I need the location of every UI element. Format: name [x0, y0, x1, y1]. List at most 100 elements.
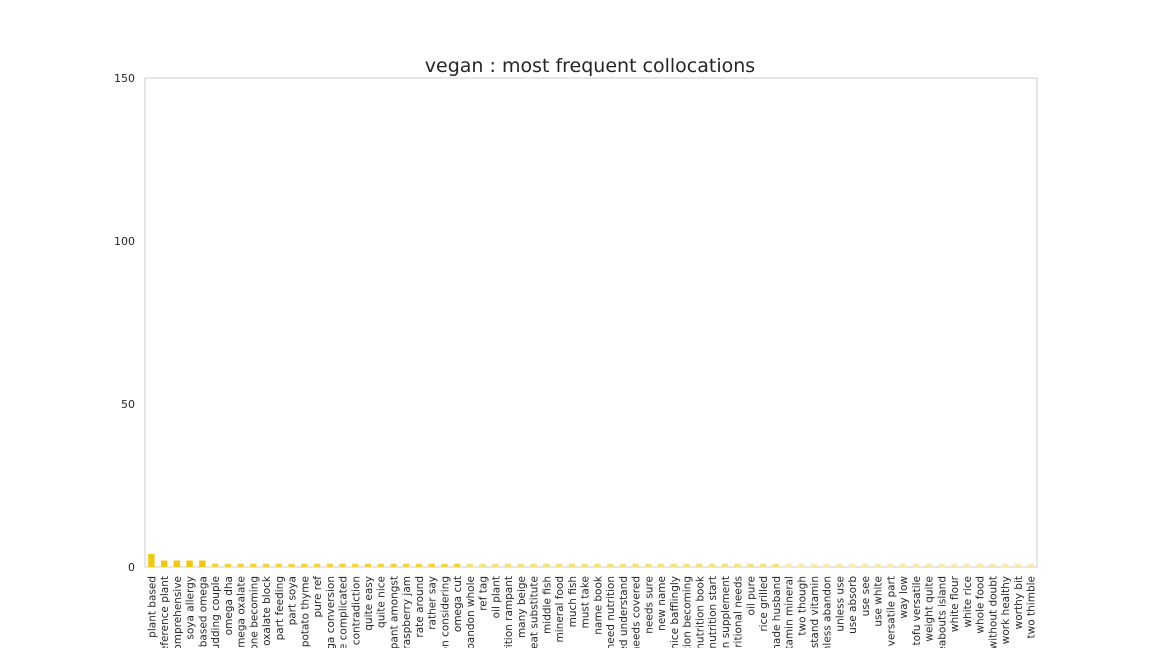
bar — [364, 563, 372, 567]
x-tick-label: ref tag — [478, 576, 490, 611]
x-tick-label: pudding couple — [210, 576, 222, 648]
x-tick-label: part feeding — [274, 576, 286, 640]
x-tick-label: quite nice — [376, 576, 388, 628]
bar — [377, 563, 384, 567]
x-tick-label: ition becoming — [682, 576, 694, 648]
x-tick-label: unless use — [834, 576, 846, 632]
bar — [670, 563, 678, 567]
bar — [950, 563, 958, 567]
bar — [989, 563, 996, 567]
x-tick-label: mpant amongst — [388, 576, 400, 648]
x-tick-label: versatile part — [885, 576, 897, 646]
bar — [555, 563, 563, 567]
bar — [632, 563, 639, 567]
x-tick-label: potato thyme — [299, 576, 311, 647]
bar — [606, 563, 614, 567]
x-tick-label: erstand vitamin — [809, 576, 821, 648]
x-tick-label: whole food — [975, 576, 987, 634]
x-tick-label: e contradiction — [350, 576, 362, 648]
bar — [708, 563, 716, 567]
bar — [912, 563, 920, 567]
bar — [683, 563, 690, 567]
y-tick-label: 150 — [114, 72, 135, 85]
bar — [772, 563, 779, 567]
x-tick-label: nutrition start — [707, 576, 719, 648]
x-tick-label: quite easy — [363, 576, 375, 631]
x-tick-label: worthy bit — [1013, 576, 1025, 629]
bar — [403, 563, 410, 567]
x-tick-label: part soya — [287, 576, 299, 625]
bar — [339, 563, 346, 567]
bar — [849, 563, 856, 567]
x-tick-label: omega oxalate — [236, 576, 248, 648]
x-tick-label: new name — [656, 576, 668, 631]
x-tick-label: use absorb — [847, 576, 859, 634]
x-tick-label: use see — [860, 576, 872, 616]
x-tick-label: oil pure — [745, 576, 757, 615]
bar — [1014, 563, 1022, 567]
x-tick-label: way low — [898, 576, 910, 619]
x-tick-label: omega dha — [223, 576, 235, 635]
x-tick-label: rate around — [414, 576, 426, 638]
y-tick-label: 100 — [114, 235, 135, 248]
x-tick-label: neat substitute — [529, 576, 541, 648]
x-tick-label: middle fish — [541, 576, 553, 634]
x-axis: plant based reference plant comprehensive s… — [146, 575, 1037, 648]
chart-title: vegan : most frequent collocations — [425, 55, 755, 77]
x-tick-label: plant based — [146, 576, 158, 638]
bar — [237, 563, 244, 567]
y-tick-label: 0 — [128, 561, 135, 574]
x-tick-label: made husband — [771, 576, 783, 648]
x-tick-label: eabouts island — [936, 576, 948, 648]
bar — [568, 563, 576, 567]
bar — [428, 563, 435, 567]
x-tick-label: name book — [592, 575, 604, 635]
bar — [504, 563, 512, 567]
x-tick-label: raspberry jam — [401, 576, 413, 648]
x-tick-label: needs covered — [631, 576, 643, 648]
bar — [861, 563, 869, 567]
x-tick-label: nutrition book — [694, 575, 706, 648]
x-tick-label: oil plant — [490, 576, 502, 618]
x-tick-label: nless abandon — [822, 576, 834, 648]
bar — [390, 563, 397, 567]
x-tick-label: pure ref — [312, 576, 324, 618]
bar — [925, 563, 932, 567]
x-tick-label: needs sure — [643, 576, 655, 634]
bar — [785, 563, 792, 567]
x-tick-label: on considering — [439, 576, 451, 648]
x-tick-label: must take — [580, 576, 592, 629]
bar — [696, 563, 703, 567]
x-tick-label: on supplement — [720, 576, 732, 648]
bar — [657, 563, 665, 567]
bar — [747, 563, 754, 567]
x-tick-label: work healthy — [1000, 576, 1012, 644]
bar — [543, 563, 550, 567]
bar — [479, 563, 486, 567]
x-tick-label: white flour — [949, 575, 961, 632]
bar — [1001, 563, 1009, 567]
bar — [199, 560, 206, 567]
bar — [645, 563, 652, 567]
bar — [963, 563, 971, 567]
bar — [352, 563, 359, 567]
bar — [976, 563, 983, 567]
y-tick-label: 50 — [121, 398, 135, 411]
bar — [160, 560, 168, 567]
x-tick-label: need nutrition — [605, 576, 617, 648]
x-tick-label: soya allergy — [185, 576, 197, 640]
plot-area-frame — [144, 77, 1038, 568]
bar — [148, 553, 155, 567]
bar — [250, 563, 257, 567]
x-tick-label: ed understand — [618, 576, 630, 648]
x-tick-label: abandon whole — [465, 576, 477, 648]
x-tick-label: oxalate block — [261, 575, 273, 646]
bar — [581, 563, 588, 567]
bar — [186, 560, 193, 567]
bar — [887, 563, 894, 567]
bar — [900, 563, 907, 567]
bar — [938, 563, 945, 567]
x-tick-label: omega cut — [452, 576, 464, 632]
bar — [874, 563, 881, 567]
bar — [466, 563, 474, 567]
